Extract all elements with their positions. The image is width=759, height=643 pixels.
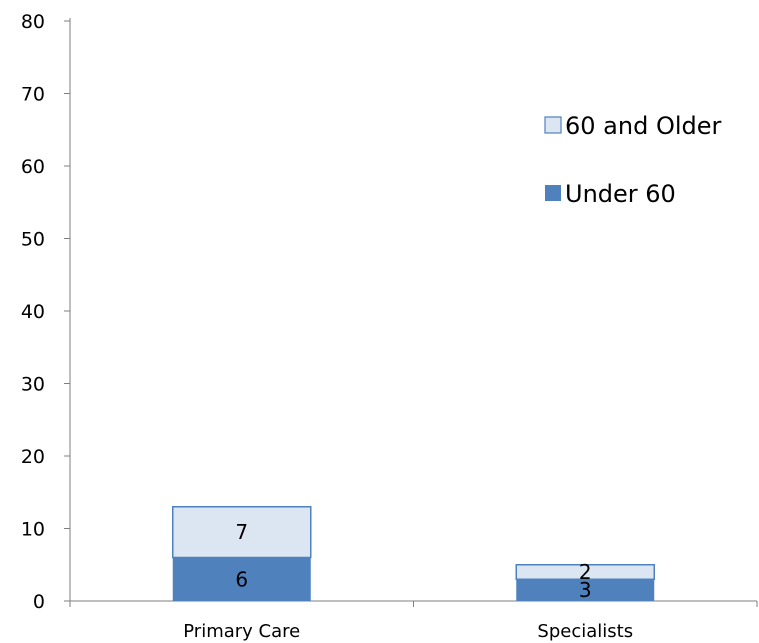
legend: 60 and Older Under 60 <box>544 112 722 208</box>
x-category-label: Primary Care <box>183 621 300 642</box>
y-tick-label: 30 <box>21 374 45 396</box>
data-label: 2 <box>579 560 592 584</box>
y-tick-label: 70 <box>21 84 45 106</box>
bar-segment <box>172 557 311 601</box>
axes: 0 10 20 30 40 50 60 70 80 Primary Care Specialists <box>21 11 758 642</box>
y-tick-label: 50 <box>21 229 45 251</box>
y-tick-label: 40 <box>21 301 45 323</box>
data-label: 6 <box>235 567 248 591</box>
legend-label-60-and-older: 60 and Older <box>565 112 722 140</box>
y-tick-label: 10 <box>21 519 45 541</box>
y-tick-label: 80 <box>21 11 45 33</box>
bar-segment <box>172 506 312 559</box>
data-labels: 6 7 32 <box>235 520 591 602</box>
data-label: 3 <box>579 578 592 602</box>
bar-segment <box>515 564 655 580</box>
y-tick-label: 20 <box>21 446 45 468</box>
data-label: 7 <box>235 520 248 544</box>
legend-label-under-60: Under 60 <box>565 180 676 208</box>
y-tick-label: 60 <box>21 156 45 178</box>
y-tick-label: 0 <box>33 591 45 613</box>
bars <box>172 506 655 601</box>
legend-swatch-60-and-older <box>544 116 562 134</box>
x-category-label: Specialists <box>537 621 633 642</box>
bar-segment <box>516 579 655 601</box>
legend-swatch-under-60 <box>545 185 561 201</box>
